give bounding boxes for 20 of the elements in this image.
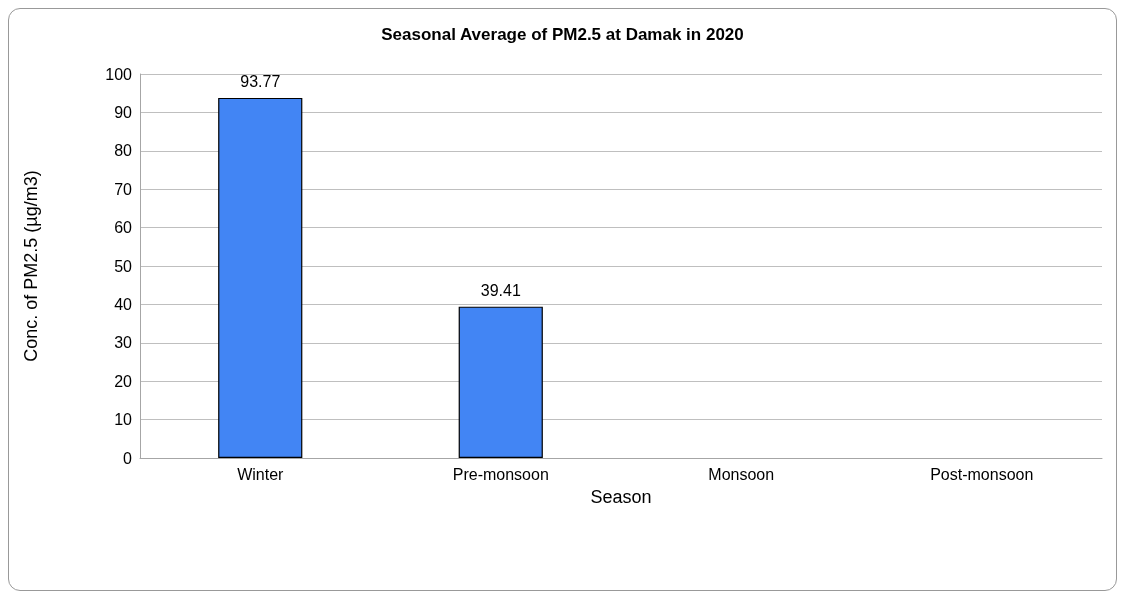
- x-tick-label: Winter: [237, 465, 285, 483]
- y-tick-label: 30: [114, 334, 133, 352]
- chart-title: Seasonal Average of PM2.5 at Damak in 2020: [381, 25, 744, 44]
- data-label: 39.41: [480, 282, 521, 300]
- y-tick-label: 50: [114, 257, 133, 275]
- data-label: 93.77: [240, 73, 281, 91]
- y-tick-label: 90: [114, 103, 133, 121]
- y-axis-title: Conc. of PM2.5 (µg/m3): [21, 170, 41, 362]
- y-tick-label: 60: [114, 219, 133, 237]
- x-tick-label: Pre-monsoon: [452, 465, 549, 483]
- y-tick-label: 20: [114, 372, 133, 390]
- y-tick-label: 40: [114, 295, 133, 313]
- y-tick-label: 0: [123, 449, 133, 467]
- x-axis-title: Season: [590, 487, 652, 507]
- y-tick-label: 10: [114, 411, 133, 429]
- y-tick-label: 70: [114, 180, 133, 198]
- y-tick-label: 100: [105, 65, 133, 83]
- x-tick-label: Monsoon: [708, 465, 775, 483]
- y-tick-label: 80: [114, 142, 133, 160]
- x-tick-label: Post-monsoon: [930, 465, 1034, 483]
